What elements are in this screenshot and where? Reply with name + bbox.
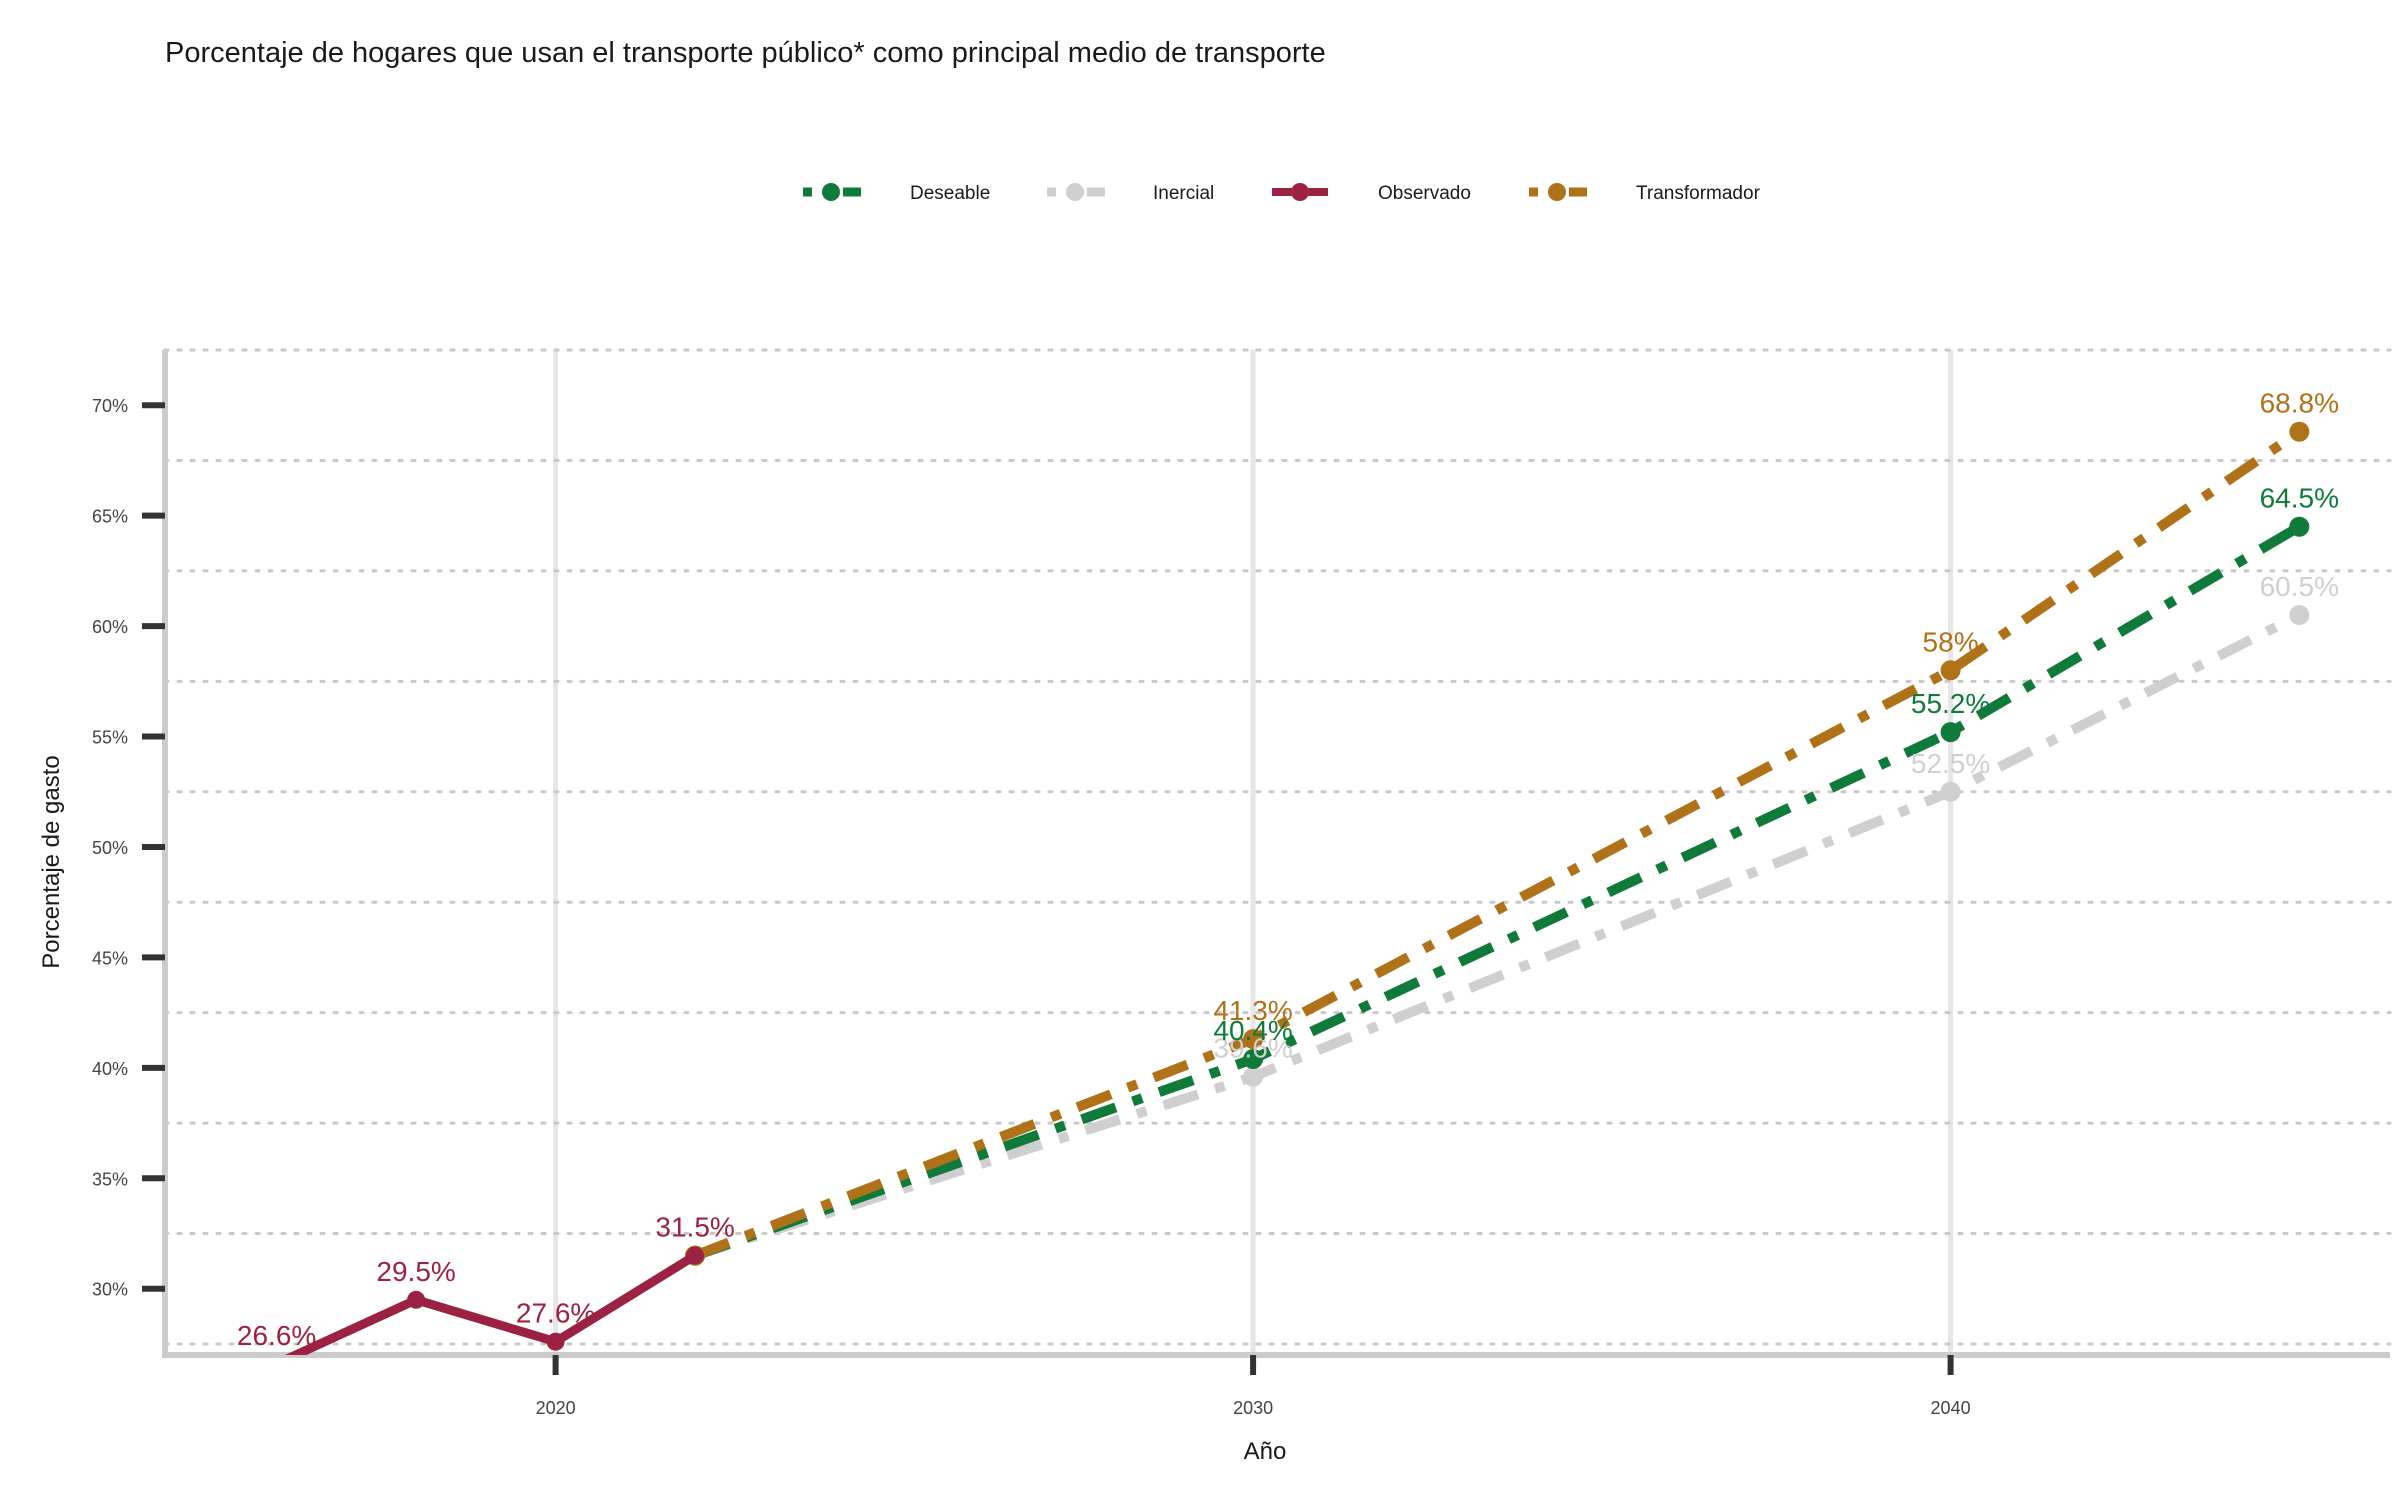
data-label-deseable-2040: 55.2% (1911, 688, 1990, 719)
point-observado-2020 (546, 1332, 565, 1351)
x-tick-label-0: 2020 (536, 1398, 576, 1418)
point-deseable-2040 (1940, 722, 1961, 743)
legend-key-inercial (1047, 183, 1105, 201)
point-deseable-2045 (2289, 516, 2310, 537)
legend-key-dot-deseable (822, 183, 840, 201)
y-axis-label: Porcentaje de gasto (38, 755, 65, 968)
x-axis-label: Año (1244, 1438, 1287, 1465)
x-tick-label-1: 2030 (1233, 1398, 1273, 1418)
data-label-observado-2016: 26.6% (237, 1320, 316, 1351)
series-line-inercial (693, 610, 2302, 1261)
point-transformador-2030 (1243, 1029, 1264, 1050)
legend-key-dot-inercial (1066, 183, 1084, 201)
legend-key-deseable (803, 183, 861, 201)
x-tick-label-2: 2040 (1931, 1398, 1971, 1418)
data-label-inercial-2030: 39.6% (1213, 1033, 1292, 1064)
point-inercial-2040 (1940, 781, 1961, 802)
y-tick-label-5: 55% (92, 728, 128, 748)
point-transformador-2040 (1940, 660, 1961, 681)
data-label-observado-2020: 27.6% (516, 1298, 595, 1329)
point-deseable-2030 (1243, 1049, 1264, 1070)
data-label-transformador-2045: 68.8% (2260, 388, 2339, 419)
y-tick-label-2: 40% (92, 1059, 128, 1079)
point-observado-2018 (407, 1290, 426, 1309)
data-label-observado-2022: 31.5% (655, 1212, 734, 1243)
point-observado-2022 (686, 1246, 705, 1265)
data-label-inercial-2040: 52.5% (1911, 748, 1990, 779)
y-tick-label-0: 30% (92, 1280, 128, 1300)
data-label-deseable-2045: 64.5% (2260, 483, 2339, 514)
series-layer (274, 421, 2310, 1355)
data-label-deseable-2030: 40.4% (1213, 1015, 1292, 1046)
series-line-transformador (693, 427, 2303, 1261)
point-inercial-2030 (1243, 1066, 1264, 1087)
y-tick-label-8: 70% (92, 396, 128, 416)
data-label-observado-2018: 29.5% (376, 1256, 455, 1287)
data-labels: 39.6% 52.5% 60.5% 40.4% 55.2% 64.5% 41.3% 58% 68… (237, 388, 2339, 1351)
y-tick-label-1: 35% (92, 1169, 128, 1189)
y-tick-label-6: 60% (92, 617, 128, 637)
y-tick-label-4: 50% (92, 838, 128, 858)
chart-title: Porcentaje de hogares que usan el transp… (165, 37, 1326, 69)
data-label-transformador-2040: 58% (1923, 626, 1979, 657)
legend: Deseable Inercial Observado Transformador (803, 183, 1761, 204)
legend-key-dot-observado (1291, 183, 1309, 201)
series-line-observado (284, 1251, 698, 1355)
legend-label-inercial: Inercial (1153, 183, 1214, 204)
data-label-inercial-2045: 60.5% (2260, 571, 2339, 602)
legend-key-observado (1272, 183, 1328, 201)
series-line-deseable (693, 522, 2302, 1261)
legend-key-transformador (1529, 183, 1587, 201)
legend-label-observado: Observado (1378, 183, 1471, 204)
grid (163, 348, 2392, 1355)
point-transformador-2045 (2289, 421, 2310, 442)
legend-label-deseable: Deseable (910, 183, 990, 204)
point-observado-2016 (274, 1354, 279, 1355)
point-inercial-2045 (2289, 605, 2310, 626)
data-label-transformador-2030: 41.3% (1213, 995, 1292, 1026)
axes: 30% 35% 40% 45% 50% 55% 60% 65% 70% 2020 2030 2040 (92, 350, 2390, 1418)
y-tick-label-3: 45% (92, 948, 128, 968)
y-tick-label-7: 65% (92, 507, 128, 527)
legend-label-transformador: Transformador (1636, 183, 1761, 204)
legend-key-dot-transformador (1548, 183, 1566, 201)
